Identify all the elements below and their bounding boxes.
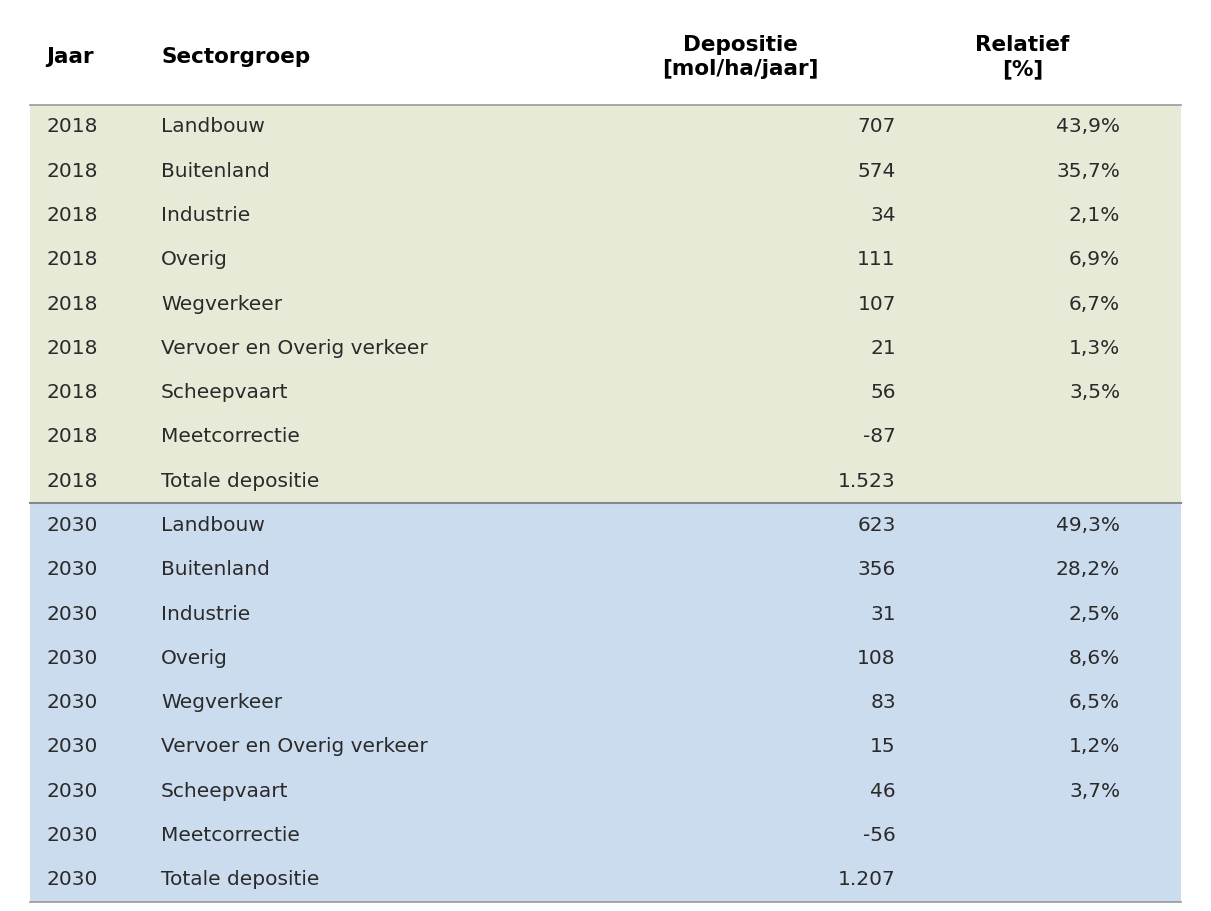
Text: Sectorgroep: Sectorgroep xyxy=(161,47,310,67)
Text: Meetcorrectie: Meetcorrectie xyxy=(161,826,300,845)
Text: 1,2%: 1,2% xyxy=(1069,737,1120,756)
Text: 2030: 2030 xyxy=(46,516,97,535)
Text: 2030: 2030 xyxy=(46,826,97,845)
Text: 111: 111 xyxy=(857,251,896,270)
Text: Wegverkeer: Wegverkeer xyxy=(161,294,282,313)
Text: Overig: Overig xyxy=(161,251,228,270)
Text: 2030: 2030 xyxy=(46,693,97,712)
Text: 356: 356 xyxy=(857,560,896,579)
Text: 2030: 2030 xyxy=(46,782,97,801)
Text: Vervoer en Overig verkeer: Vervoer en Overig verkeer xyxy=(161,737,427,756)
Text: 107: 107 xyxy=(857,294,896,313)
Text: 31: 31 xyxy=(871,605,896,623)
Text: Industrie: Industrie xyxy=(161,206,251,225)
Text: 2018: 2018 xyxy=(46,161,98,180)
Text: 2018: 2018 xyxy=(46,118,98,137)
Text: 34: 34 xyxy=(871,206,896,225)
Text: 2,1%: 2,1% xyxy=(1069,206,1120,225)
Text: 2018: 2018 xyxy=(46,339,98,358)
Text: -56: -56 xyxy=(863,826,896,845)
Text: 2018: 2018 xyxy=(46,251,98,270)
Text: 1,3%: 1,3% xyxy=(1069,339,1120,358)
Text: Industrie: Industrie xyxy=(161,605,251,623)
Text: 6,5%: 6,5% xyxy=(1069,693,1120,712)
Text: 2018: 2018 xyxy=(46,294,98,313)
Text: 2,5%: 2,5% xyxy=(1069,605,1120,623)
Text: 28,2%: 28,2% xyxy=(1056,560,1120,579)
Text: 108: 108 xyxy=(857,649,896,668)
Text: 3,7%: 3,7% xyxy=(1069,782,1120,801)
Text: Relatief
[%]: Relatief [%] xyxy=(975,35,1069,79)
Text: 574: 574 xyxy=(857,161,896,180)
Text: 2030: 2030 xyxy=(46,649,97,668)
Text: Scheepvaart: Scheepvaart xyxy=(161,782,288,801)
Text: 15: 15 xyxy=(871,737,896,756)
Text: 623: 623 xyxy=(857,516,896,535)
Text: Depositie
[mol/ha/jaar]: Depositie [mol/ha/jaar] xyxy=(662,35,819,79)
Text: 43,9%: 43,9% xyxy=(1056,118,1120,137)
Text: 35,7%: 35,7% xyxy=(1056,161,1120,180)
Text: 3,5%: 3,5% xyxy=(1069,384,1120,402)
Text: 2018: 2018 xyxy=(46,472,98,491)
Text: Totale depositie: Totale depositie xyxy=(161,870,320,889)
Text: 2030: 2030 xyxy=(46,870,97,889)
Text: Landbouw: Landbouw xyxy=(161,118,265,137)
Text: 2030: 2030 xyxy=(46,605,97,623)
Text: -87: -87 xyxy=(863,427,896,446)
Text: Meetcorrectie: Meetcorrectie xyxy=(161,427,300,446)
Text: Vervoer en Overig verkeer: Vervoer en Overig verkeer xyxy=(161,339,427,358)
Text: 2018: 2018 xyxy=(46,427,98,446)
Text: 2030: 2030 xyxy=(46,560,97,579)
Text: Wegverkeer: Wegverkeer xyxy=(161,693,282,712)
Text: Landbouw: Landbouw xyxy=(161,516,265,535)
Text: 6,9%: 6,9% xyxy=(1069,251,1120,270)
Text: 46: 46 xyxy=(871,782,896,801)
Text: 2030: 2030 xyxy=(46,737,97,756)
Text: 1.523: 1.523 xyxy=(838,472,896,491)
Text: 1.207: 1.207 xyxy=(838,870,896,889)
Text: 2018: 2018 xyxy=(46,206,98,225)
Text: 83: 83 xyxy=(871,693,896,712)
Text: Buitenland: Buitenland xyxy=(161,560,270,579)
Text: Overig: Overig xyxy=(161,649,228,668)
Text: 49,3%: 49,3% xyxy=(1056,516,1120,535)
Text: 56: 56 xyxy=(871,384,896,402)
Text: 707: 707 xyxy=(857,118,896,137)
Text: 21: 21 xyxy=(869,339,896,358)
Text: Buitenland: Buitenland xyxy=(161,161,270,180)
Text: 2018: 2018 xyxy=(46,384,98,402)
Text: Totale depositie: Totale depositie xyxy=(161,472,320,491)
Text: 6,7%: 6,7% xyxy=(1069,294,1120,313)
Text: 8,6%: 8,6% xyxy=(1069,649,1120,668)
Text: Jaar: Jaar xyxy=(46,47,93,67)
Text: Scheepvaart: Scheepvaart xyxy=(161,384,288,402)
